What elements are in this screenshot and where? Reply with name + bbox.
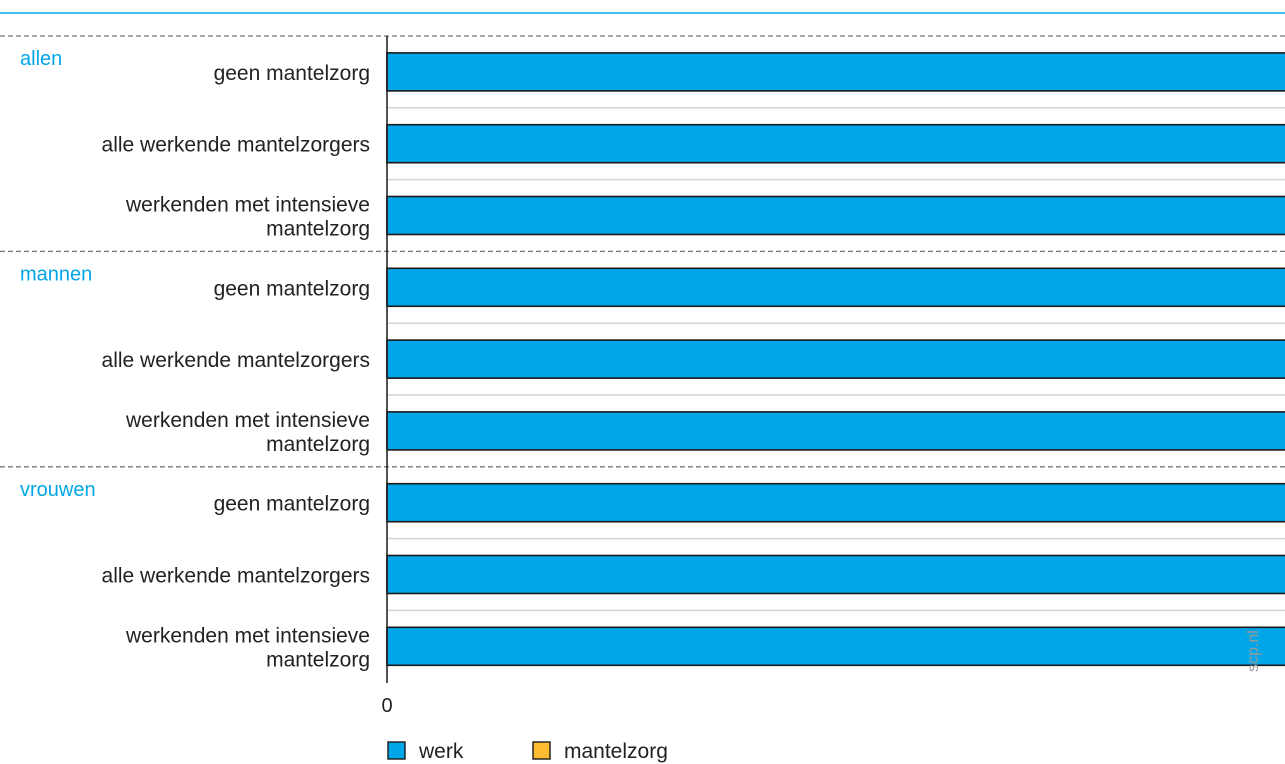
legend: werk mantelzorg xyxy=(387,740,668,763)
category-label: mantelzorg xyxy=(266,648,370,671)
legend-swatch-werk xyxy=(387,741,406,760)
category-label: werkenden met intensieve xyxy=(125,194,370,217)
legend-label-werk: werk xyxy=(418,740,464,763)
category-label: alle werkende mantelzorgers xyxy=(102,349,370,372)
grid-layer xyxy=(387,107,1285,612)
bar-werk xyxy=(386,411,1285,451)
bar-werk xyxy=(386,554,1285,595)
group-separators xyxy=(0,35,1285,468)
category-label: geen mantelzorg xyxy=(214,62,370,85)
bar-werk xyxy=(386,626,1285,667)
category-label: mantelzorg xyxy=(266,433,370,456)
category-label: geen mantelzorg xyxy=(214,493,370,516)
category-label: geen mantelzorg xyxy=(214,277,370,300)
bar-werk xyxy=(386,339,1285,379)
bar-werk xyxy=(386,52,1285,92)
category-label: werkenden met intensieve xyxy=(125,624,370,647)
legend-swatch-mantelzorg xyxy=(532,741,551,760)
category-label: werkenden met intensieve xyxy=(125,409,370,432)
group-label: vrouwen xyxy=(20,479,96,501)
group-label: mannen xyxy=(20,263,92,285)
legend-label-mantelzorg: mantelzorg xyxy=(564,740,668,763)
label-layer: allen geen mantelzorg alle werkende mantel… xyxy=(20,48,370,671)
category-label: alle werkende mantelzorgers xyxy=(102,134,370,157)
bar-werk xyxy=(386,123,1285,164)
source-label: scp.nl xyxy=(1245,630,1262,672)
x-tick-label: 0 xyxy=(381,695,392,717)
bar-layer xyxy=(386,52,1285,667)
bar-werk xyxy=(386,267,1285,308)
bar-werk xyxy=(386,195,1285,236)
category-label: alle werkende mantelzorgers xyxy=(102,565,370,588)
bar-werk xyxy=(386,482,1285,523)
category-label: mantelzorg xyxy=(266,218,370,241)
group-label: allen xyxy=(20,48,62,70)
x-axis-ticks: 010203040506070 xyxy=(381,695,392,717)
